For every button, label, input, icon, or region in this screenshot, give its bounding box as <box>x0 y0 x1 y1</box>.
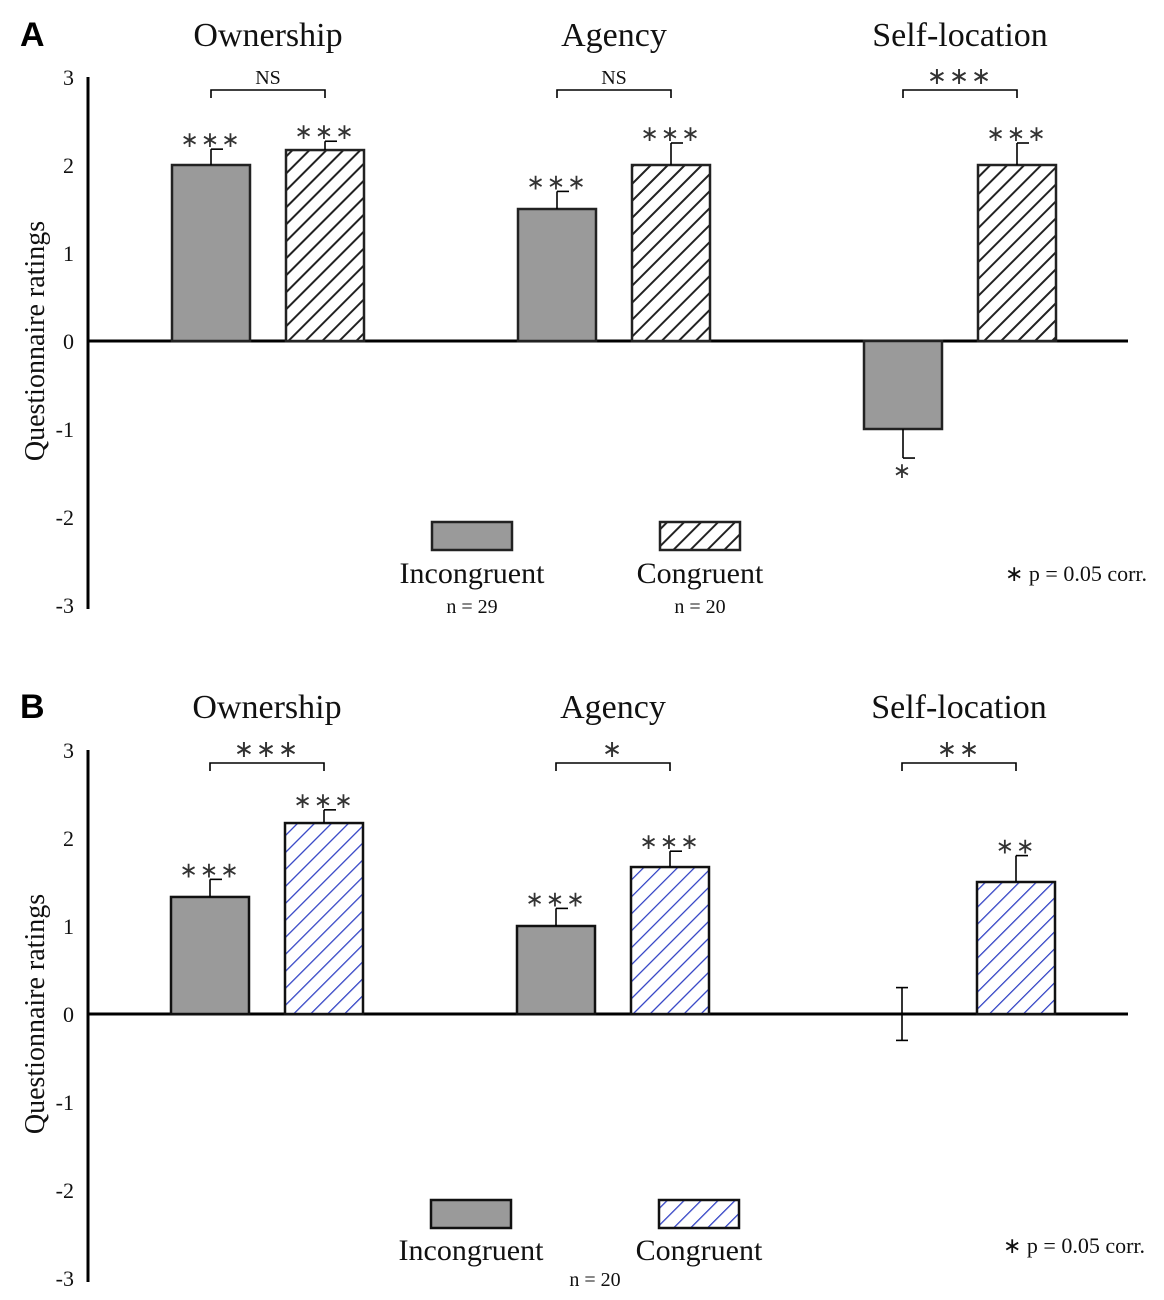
y-tick-label: -1 <box>56 1090 74 1115</box>
bar <box>976 163 1058 343</box>
y-tick-label: 2 <box>63 826 74 851</box>
legend-label: Incongruent <box>399 1234 545 1267</box>
legend-swatch <box>429 1198 513 1230</box>
comparison-label: NS <box>255 67 281 89</box>
bar <box>283 821 365 1016</box>
legend-label: Incongruent <box>400 557 546 590</box>
y-tick-label: -3 <box>56 593 74 618</box>
significance-stars: ∗∗∗ <box>293 788 354 813</box>
legend-label: Congruent <box>636 1234 763 1267</box>
legend-swatch <box>658 520 742 552</box>
panel-label: B <box>20 688 45 726</box>
significance-note: ∗ p = 0.05 corr. <box>1003 1233 1145 1258</box>
bar <box>515 924 597 1016</box>
y-tick-label: -2 <box>56 505 74 530</box>
group-title: Ownership <box>193 17 342 54</box>
significance-stars: ∗∗∗ <box>179 857 240 882</box>
y-tick-label: 2 <box>63 153 74 178</box>
y-tick-label: -2 <box>56 1178 74 1203</box>
legend-swatch <box>657 1198 741 1230</box>
comparison-bracket <box>210 89 326 98</box>
y-tick-label: 0 <box>63 1002 74 1027</box>
significance-note: ∗ p = 0.05 corr. <box>1005 561 1147 586</box>
comparison-bracket <box>209 762 325 771</box>
sample-size: n = 20 <box>674 596 725 618</box>
y-tick-label: 0 <box>63 329 74 354</box>
y-tick-label: -1 <box>56 417 74 442</box>
significance-stars: ∗∗∗ <box>640 121 701 146</box>
bar <box>629 865 711 1016</box>
significance-stars: ∗∗∗ <box>180 127 241 152</box>
comparison-label: ∗ <box>602 737 624 763</box>
comparison-label: ∗∗∗ <box>234 737 300 763</box>
group-title: Ownership <box>192 689 341 726</box>
bar <box>516 207 598 343</box>
significance-stars: ∗∗ <box>996 834 1037 859</box>
legend-label: Congruent <box>637 557 764 590</box>
panel-label: A <box>20 16 45 54</box>
y-tick-label: 3 <box>63 65 74 90</box>
bar <box>630 163 712 343</box>
comparison-label: NS <box>601 67 627 89</box>
group-title: Self-location <box>871 689 1047 726</box>
significance-stars: ∗∗∗ <box>986 121 1047 146</box>
significance-stars: ∗∗∗ <box>525 886 586 911</box>
y-tick-label: 1 <box>63 914 74 939</box>
group-title: Agency <box>561 17 667 54</box>
bar <box>169 895 251 1016</box>
significance-stars: ∗∗∗ <box>526 169 587 194</box>
comparison-label: ∗∗∗ <box>927 64 993 90</box>
bar <box>862 339 944 431</box>
sample-size: n = 20 <box>569 1269 620 1291</box>
significance-stars: ∗∗∗ <box>639 829 700 854</box>
y-tick-label: -3 <box>56 1266 74 1291</box>
panel-a: A3 2 1 0 -1 -2 -3 Questionnaire ratings Ownershi… <box>20 16 1147 618</box>
comparison-bracket <box>555 762 671 771</box>
panel-b: B3 2 1 0 -1 -2 -3 Questionnaire ratings Ownershi… <box>20 688 1145 1291</box>
sample-size: n = 29 <box>446 596 497 618</box>
bar <box>284 148 366 343</box>
y-axis-label: Questionnaire ratings <box>20 894 51 1134</box>
group-title: Agency <box>560 689 666 726</box>
y-axis-label: Questionnaire ratings <box>20 221 51 461</box>
group-title: Self-location <box>872 17 1048 54</box>
bar <box>170 163 252 343</box>
comparison-bracket <box>556 89 672 98</box>
comparison-label: ∗∗ <box>937 737 981 763</box>
y-tick-label: 3 <box>63 738 74 763</box>
comparison-bracket <box>902 89 1018 98</box>
bar <box>975 880 1057 1016</box>
comparison-bracket <box>901 762 1017 771</box>
significance-stars: ∗∗∗ <box>294 119 355 144</box>
legend-swatch <box>430 520 514 552</box>
y-tick-label: 1 <box>63 241 74 266</box>
significance-stars: ∗ <box>893 458 913 483</box>
